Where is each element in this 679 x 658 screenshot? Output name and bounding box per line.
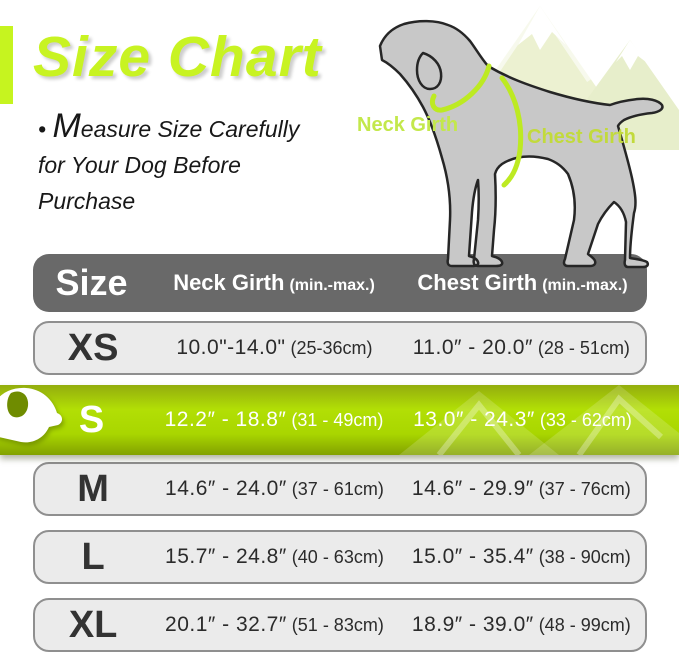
s-row-content: S 12.2″ - 18.8″ (31 - 49cm) 13.0″ - 24.3″… xyxy=(33,399,647,442)
neck-cell: 20.1″ - 32.7″ (51 - 83cm) xyxy=(165,613,384,636)
size-cell: M xyxy=(77,467,109,510)
table-row-s-highlighted: S 12.2″ - 18.8″ (31 - 49cm) 13.0″ - 24.3″… xyxy=(0,385,679,455)
table-header: Size Neck Girth (min.-max.) Chest Girth (m… xyxy=(33,254,647,312)
size-cell: XS xyxy=(67,326,119,369)
dog-ear xyxy=(415,51,443,91)
chest-cell: 11.0″ - 20.0″ (28 - 51cm) xyxy=(412,336,630,359)
table-row-xs: XS 10.0"-14.0" (25-36cm) 11.0″ - 20.0″ (28… xyxy=(33,321,647,375)
table-row-m: M 14.6″ - 24.0″ (37 - 61cm) 14.6″ - 29.9″… xyxy=(33,462,647,516)
chest-girth-arc xyxy=(499,75,524,188)
note-initial: M xyxy=(52,107,81,145)
size-cell: L xyxy=(81,535,105,578)
header-chest-girth: Chest Girth (min.-max.) xyxy=(417,270,628,295)
chest-girth-label: Chest Girth xyxy=(527,126,636,148)
neck-girth-arc xyxy=(429,63,492,113)
neck-cell: 12.2″ - 18.8″ (31 - 49cm) xyxy=(164,408,384,431)
chest-cell: 13.0″ - 24.3″ (33 - 62cm) xyxy=(413,408,632,431)
page-title: Size Chart xyxy=(33,25,322,89)
note-line2: for Your Dog Before xyxy=(38,152,241,178)
neck-cell: 14.6″ - 24.0″ (37 - 61cm) xyxy=(165,477,384,500)
note-bullet: • xyxy=(38,116,47,142)
chest-cell: 14.6″ - 29.9″ (37 - 76cm) xyxy=(411,477,631,500)
title-accent-bar xyxy=(0,26,13,104)
dog-head-icon xyxy=(0,387,62,443)
neck-cell: 15.7″ - 24.8″ (40 - 63cm) xyxy=(165,545,384,568)
neck-cell: 10.0"-14.0" (25-36cm) xyxy=(176,336,373,359)
note-line1: easure Size Carefully xyxy=(80,116,300,142)
chest-cell: 18.9″ - 39.0″ (48 - 99cm) xyxy=(411,613,631,636)
measure-note: • Measure Size Carefully for Your Dog Be… xyxy=(38,108,358,219)
chest-cell: 15.0″ - 35.4″ (38 - 90cm) xyxy=(411,545,631,568)
size-cell: S xyxy=(78,398,105,441)
neck-girth-label: Neck Girth xyxy=(357,114,459,136)
header-size: Size xyxy=(55,262,128,303)
header-neck-girth: Neck Girth (min.-max.) xyxy=(173,270,375,295)
note-line3: Purchase xyxy=(38,188,136,214)
table-row-xl: XL 20.1″ - 32.7″ (51 - 83cm) 18.9″ - 39.0… xyxy=(33,598,647,652)
table-row-l: L 15.7″ - 24.8″ (40 - 63cm) 15.0″ - 35.4″… xyxy=(33,530,647,584)
size-cell: XL xyxy=(68,603,118,646)
